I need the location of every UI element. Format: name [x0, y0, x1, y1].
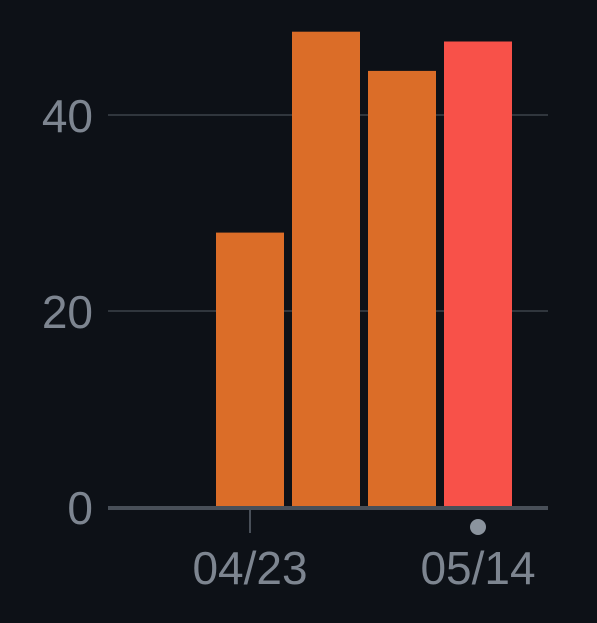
- bar-04-23[interactable]: [216, 232, 284, 507]
- x-tick-label-05-14: 05/14: [420, 542, 535, 594]
- y-tick-label-40: 40: [42, 90, 93, 142]
- bar-05-07[interactable]: [368, 70, 436, 508]
- bar-04-30[interactable]: [292, 31, 360, 507]
- y-tick-labels: 0 20 40: [42, 90, 93, 534]
- y-tick-label-20: 20: [42, 286, 93, 338]
- x-tick-labels: 04/23 05/14: [192, 542, 535, 594]
- bars: [216, 31, 512, 508]
- current-week-marker: [470, 519, 486, 535]
- y-tick-label-0: 0: [67, 482, 93, 534]
- bar-05-14[interactable]: [444, 41, 512, 508]
- x-tick-label-04-23: 04/23: [192, 542, 307, 594]
